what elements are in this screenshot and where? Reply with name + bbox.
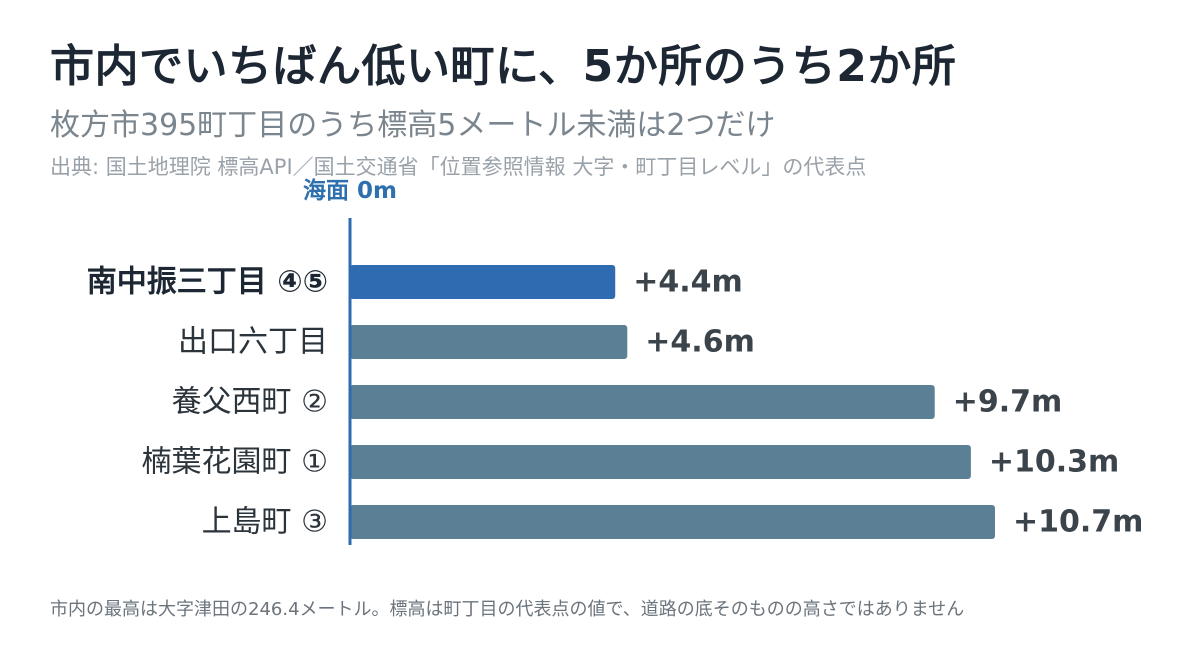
value-label: +9.7m xyxy=(953,385,1063,420)
value-label: +10.7m xyxy=(1013,505,1143,540)
bar xyxy=(350,505,995,539)
value-label: +4.4m xyxy=(633,265,743,300)
category-label: 南中振三丁目 ④⑤ xyxy=(87,265,328,300)
bar xyxy=(350,385,935,419)
value-label: +4.6m xyxy=(645,325,755,360)
zero-line-label: 海面 0m xyxy=(303,177,397,204)
bars-group: 南中振三丁目 ④⑤ +4.4m 出口六丁目 +4.6m 養父西町 ② +9.7m 楠葉花園町… xyxy=(87,265,1144,540)
bar xyxy=(350,325,628,359)
chart-subtitle: 枚方市395町丁目のうち標高5メートル未満は2つだけ xyxy=(50,108,776,143)
category-label: 上島町 ③ xyxy=(202,505,328,540)
category-label: 楠葉花園町 ① xyxy=(142,445,328,480)
chart-title: 市内でいちばん低い町に、5か所のうち2か所 xyxy=(50,41,957,92)
footnote: 市内の最高は大字津田の246.4メートル。標高は町丁目の代表点の値で、道路の底そ… xyxy=(50,599,965,620)
source-note: 出典: 国土地理院 標高API／国土交通省「位置参照情報 大字・町丁目レベル」の… xyxy=(50,155,867,179)
category-label: 養父西町 ② xyxy=(172,385,328,420)
bar xyxy=(350,445,971,479)
category-label: 出口六丁目 xyxy=(178,325,328,360)
value-label: +10.3m xyxy=(989,445,1119,480)
bar xyxy=(350,265,616,299)
